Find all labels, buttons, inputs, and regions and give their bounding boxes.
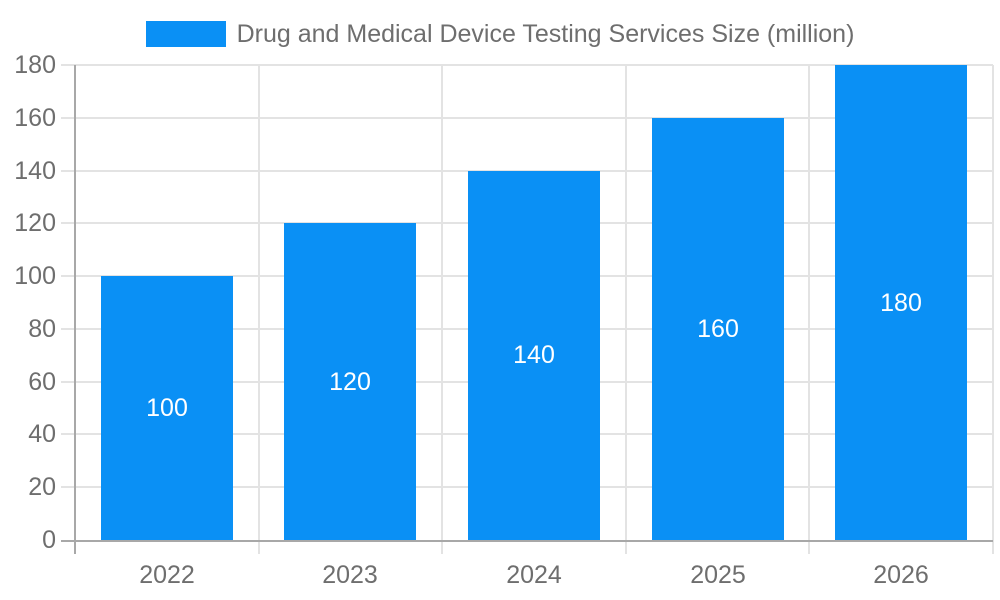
bar-value-label: 100 [146,394,188,423]
y-tick-label: 80 [28,314,56,343]
y-tick-label: 120 [14,209,56,238]
y-axis-line [74,65,76,554]
bar[interactable]: 140 [468,170,600,540]
legend-label: Drug and Medical Device Testing Services… [236,20,855,48]
bar[interactable]: 100 [101,276,233,540]
bar[interactable]: 120 [284,223,416,540]
bar[interactable]: 160 [652,117,784,540]
legend-swatch [145,21,226,47]
y-tick-label: 100 [14,262,56,291]
y-tick-label: 160 [14,103,56,132]
legend[interactable]: Drug and Medical Device Testing Services… [0,21,1000,47]
bar-value-label: 160 [697,314,739,343]
x-gridline [992,65,994,554]
y-tick-label: 40 [28,420,56,449]
x-gridline [808,65,811,554]
bar[interactable]: 180 [835,65,967,540]
x-tick-label: 2025 [690,561,746,589]
bar-value-label: 140 [513,341,555,370]
y-gridline [61,116,993,119]
x-gridline [624,65,627,554]
y-tick-label: 180 [14,51,56,79]
y-tick-label: 140 [14,156,56,185]
y-tick-label: 20 [28,473,56,502]
y-tick-label: 0 [42,526,56,554]
x-tick-label: 2022 [139,561,195,589]
x-tick-label: 2024 [506,561,562,589]
x-tick-label: 2023 [322,561,378,589]
x-gridline [441,65,444,554]
bar-value-label: 180 [880,288,922,317]
y-gridline [61,64,993,66]
bar-value-label: 120 [329,367,371,396]
y-tick-label: 60 [28,367,56,396]
x-gridline [257,65,260,554]
x-axis-line [61,540,993,542]
x-tick-label: 2026 [873,561,929,589]
